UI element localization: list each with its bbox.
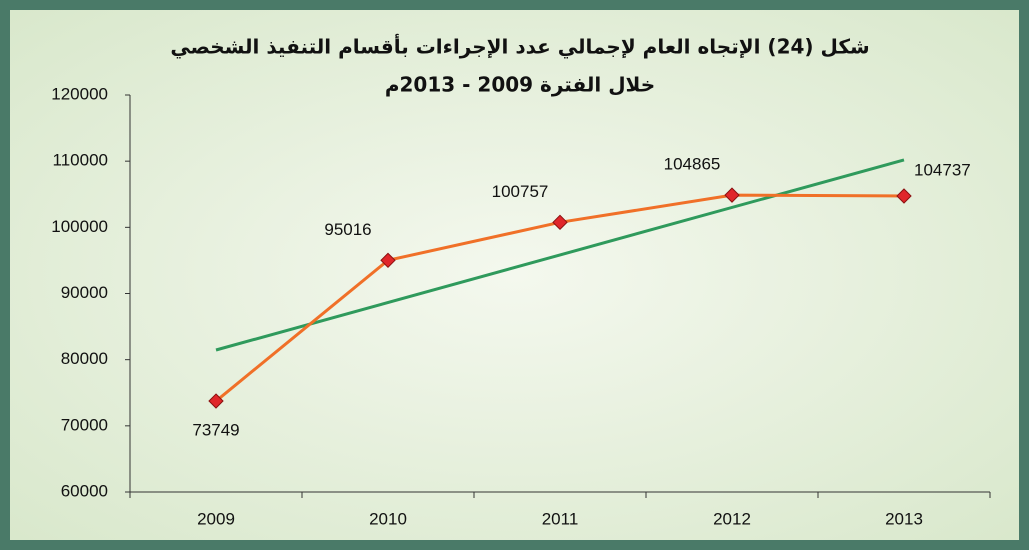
marker: [208, 393, 224, 409]
chart-title: شكل (24) الإتجاه العام لإجمالي عدد الإجر…: [170, 33, 869, 60]
x-tick-label: 2011: [542, 509, 579, 528]
y-tick-label: 70000: [61, 415, 108, 434]
x-tick-label: 2012: [713, 509, 751, 528]
y-tick-label: 110000: [53, 151, 108, 170]
marker: [380, 252, 396, 269]
marker: [896, 188, 912, 204]
y-tick-label: 90000: [61, 283, 108, 302]
data-label: 95016: [324, 220, 371, 239]
trendline: [215, 158, 905, 352]
x-tick-label: 2013: [885, 509, 923, 528]
data-label: 73749: [192, 421, 239, 440]
y-tick-label: 120000: [51, 84, 108, 103]
data-label: 104737: [914, 160, 971, 179]
marker: [552, 214, 568, 231]
marker: [724, 187, 740, 203]
data-label: 104865: [664, 155, 721, 174]
chart-subtitle: خلال الفترة 2009 - 2013م: [385, 73, 655, 97]
data-label: 100757: [492, 182, 549, 201]
x-tick-label: 2009: [197, 509, 235, 528]
y-tick-label: 60000: [61, 481, 108, 500]
background: [10, 10, 1019, 540]
y-tick-label: 80000: [61, 349, 108, 368]
y-tick-label: 100000: [51, 217, 108, 236]
x-tick-label: 2010: [369, 509, 407, 528]
